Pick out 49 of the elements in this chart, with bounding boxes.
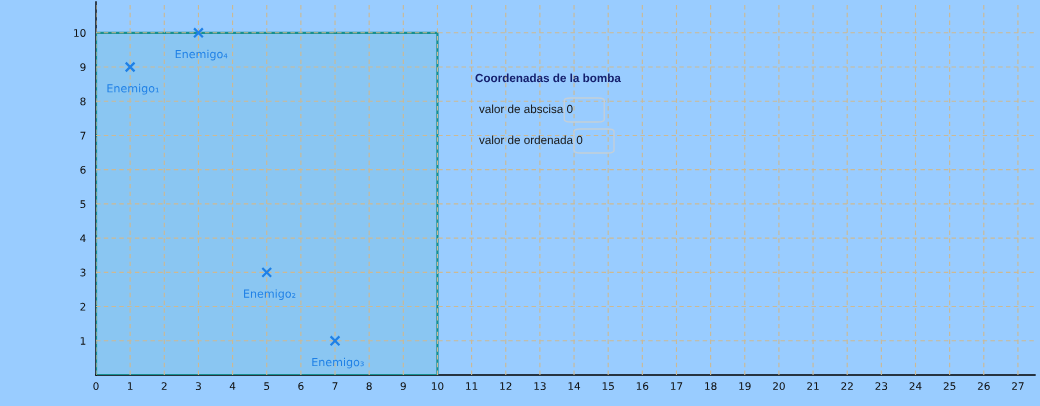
x-tick-label: 5 xyxy=(264,382,270,391)
x-tick-label: 17 xyxy=(670,382,683,390)
x-tick-label: 16 xyxy=(636,382,649,391)
x-tick-label: 10 xyxy=(431,382,444,391)
y-tick-label: 2 xyxy=(80,302,86,311)
point xyxy=(261,266,273,278)
x-tick-label: 25 xyxy=(943,382,956,391)
annotation: Enemigo₂ xyxy=(244,289,296,300)
x-tick-label: 15 xyxy=(602,382,614,391)
y-tick-label: 6 xyxy=(80,165,86,174)
annotation: valor de ordenada 0 xyxy=(479,135,583,145)
annotation: Enemigo₁ xyxy=(107,83,159,95)
y-tick-label: 7 xyxy=(80,131,86,140)
x-tick-label: 4 xyxy=(229,382,236,390)
x-tick-label: 14 xyxy=(568,382,581,390)
annotation: Enemigo₄ xyxy=(175,49,228,61)
x-tick-label: 1 xyxy=(127,382,133,390)
y-tick-label: 10 xyxy=(74,29,86,37)
x-tick-label: 6 xyxy=(298,382,304,391)
x-tick-label: 21 xyxy=(807,382,819,390)
y-tick-label: 9 xyxy=(80,63,86,72)
x-tick-label: 22 xyxy=(841,382,853,390)
x-tick-label: 24 xyxy=(909,382,922,390)
y-tick-label: 3 xyxy=(80,268,86,277)
x-tick-label: 3 xyxy=(195,382,201,391)
x-tick-label: 7 xyxy=(332,382,338,390)
point xyxy=(124,61,136,73)
x-tick-label: 26 xyxy=(977,382,990,391)
x-tick-label: 19 xyxy=(739,382,751,391)
x-tick-label: 27 xyxy=(1012,382,1024,390)
y-tick-label: 4 xyxy=(80,234,86,243)
x-tick-label: 13 xyxy=(534,382,546,391)
x-tick-label: 11 xyxy=(466,382,478,390)
y-tick-label: 1 xyxy=(80,337,86,345)
x-tick-label: 0 xyxy=(93,382,99,391)
y-tick-label: 8 xyxy=(80,97,86,106)
x-tick-label: 8 xyxy=(366,382,372,391)
point xyxy=(192,27,204,39)
point xyxy=(329,335,341,347)
annotation: Coordenadas de la bomba xyxy=(475,73,621,83)
x-tick-label: 20 xyxy=(773,382,785,391)
x-tick-label: 18 xyxy=(705,382,717,391)
y-tick-label: 5 xyxy=(80,200,86,208)
x-tick-label: 9 xyxy=(400,382,406,391)
x-tick-label: 12 xyxy=(500,382,512,390)
x-tick-label: 2 xyxy=(161,382,167,390)
annotation: Enemigo₃ xyxy=(312,357,364,369)
x-tick-label: 23 xyxy=(875,382,888,391)
annotation: valor de abscisa 0 xyxy=(479,104,573,114)
